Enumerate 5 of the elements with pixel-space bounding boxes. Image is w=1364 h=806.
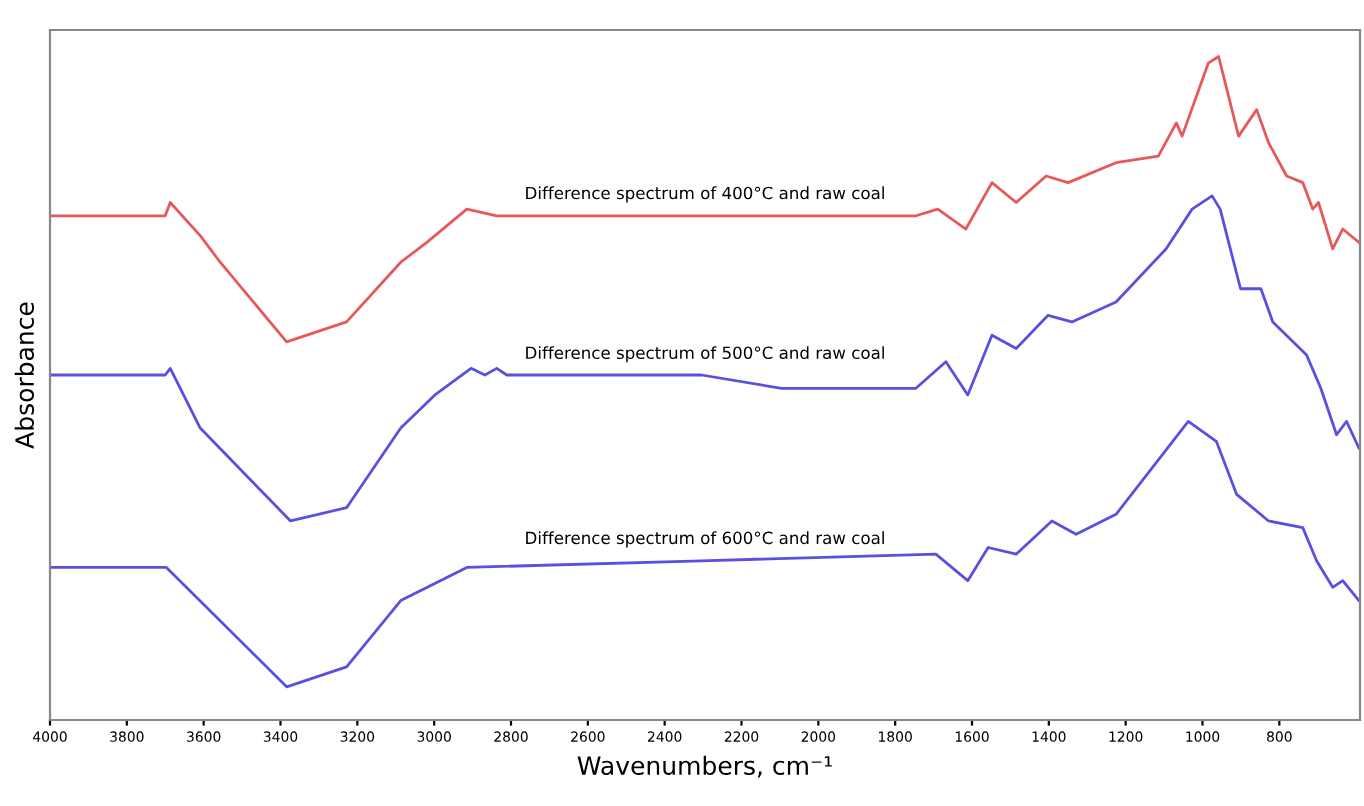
y-axis-title: Absorbance	[14, 302, 35, 449]
series-label: Difference spectrum of 600°C and raw coal	[526, 531, 884, 548]
series-label: Difference spectrum of 400°C and raw coal	[526, 186, 884, 203]
x-axis-title: Wavenumbers, cm⁻¹	[577, 755, 832, 778]
series-label: Difference spectrum of 500°C and raw coal	[526, 346, 884, 363]
